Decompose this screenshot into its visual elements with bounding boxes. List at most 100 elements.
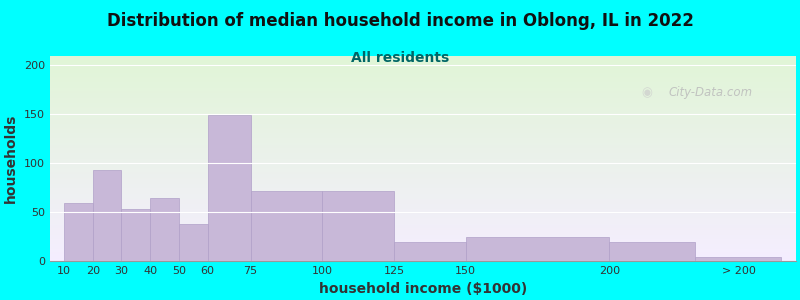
Bar <box>50 260 796 261</box>
Bar <box>50 234 796 235</box>
Bar <box>50 210 796 211</box>
Bar <box>50 214 796 215</box>
Bar <box>50 170 796 171</box>
Bar <box>50 254 796 255</box>
Bar <box>50 129 796 130</box>
Bar <box>50 217 796 218</box>
Bar <box>50 223 796 224</box>
Bar <box>50 189 796 190</box>
Bar <box>50 212 796 213</box>
Bar <box>50 76 796 77</box>
Bar <box>50 158 796 160</box>
Bar <box>50 144 796 145</box>
Bar <box>50 92 796 93</box>
Bar <box>50 181 796 182</box>
Bar <box>50 104 796 105</box>
Bar <box>50 221 796 222</box>
Bar <box>50 102 796 103</box>
Bar <box>50 106 796 107</box>
Bar <box>50 253 796 254</box>
X-axis label: household income ($1000): household income ($1000) <box>318 282 527 296</box>
Bar <box>50 194 796 196</box>
Bar <box>466 237 610 261</box>
Bar <box>50 79 796 80</box>
Bar <box>50 68 796 69</box>
Bar <box>50 213 796 214</box>
Bar <box>50 171 796 172</box>
Bar <box>50 187 796 188</box>
Bar <box>50 243 796 244</box>
Bar <box>150 198 179 261</box>
Bar <box>50 95 796 96</box>
Bar <box>50 163 796 164</box>
Bar <box>50 127 796 128</box>
Bar <box>50 57 796 58</box>
Bar <box>50 175 796 176</box>
Bar <box>50 150 796 151</box>
Bar <box>50 193 796 194</box>
Bar <box>50 138 796 139</box>
Bar <box>50 122 796 124</box>
Bar <box>50 91 796 92</box>
Bar <box>50 218 796 219</box>
Bar <box>50 131 796 132</box>
Bar <box>50 216 796 217</box>
Bar <box>50 246 796 247</box>
Bar <box>50 247 796 248</box>
Bar <box>50 61 796 62</box>
Bar <box>394 242 466 261</box>
Bar <box>50 67 796 68</box>
Bar <box>50 108 796 109</box>
Bar <box>50 200 796 201</box>
Bar <box>50 219 796 220</box>
Bar <box>50 93 796 94</box>
Bar <box>50 165 796 166</box>
Bar <box>50 153 796 154</box>
Bar <box>50 251 796 252</box>
Bar <box>50 209 796 210</box>
Bar <box>50 229 796 230</box>
Bar <box>50 142 796 143</box>
Bar <box>50 145 796 146</box>
Bar <box>50 190 796 191</box>
Bar <box>50 126 796 127</box>
Bar <box>50 69 796 70</box>
Bar <box>50 139 796 140</box>
Bar <box>50 63 796 64</box>
Bar <box>50 204 796 205</box>
Bar <box>50 188 796 189</box>
Bar <box>50 83 796 84</box>
Bar <box>50 128 796 129</box>
Bar <box>50 97 796 98</box>
Bar <box>50 201 796 202</box>
Bar <box>50 65 796 66</box>
Bar <box>50 143 796 144</box>
Bar <box>50 174 796 175</box>
Text: All residents: All residents <box>351 51 449 65</box>
Bar <box>50 86 796 88</box>
Bar <box>50 230 796 232</box>
Bar <box>50 211 796 212</box>
Bar <box>50 245 796 246</box>
Bar <box>50 203 796 204</box>
Bar <box>50 119 796 120</box>
Bar <box>50 77 796 78</box>
Bar <box>50 238 796 239</box>
Bar <box>50 160 796 161</box>
Bar <box>50 105 796 106</box>
Bar <box>50 111 796 112</box>
Bar <box>50 155 796 157</box>
Bar <box>50 242 796 243</box>
Bar <box>50 225 796 226</box>
Bar <box>50 124 796 126</box>
Bar <box>50 99 796 100</box>
Bar <box>50 117 796 119</box>
Bar <box>50 115 796 116</box>
Bar <box>50 222 796 223</box>
Bar <box>50 74 796 75</box>
Bar <box>50 208 796 209</box>
Bar <box>50 184 796 185</box>
Bar <box>610 242 695 261</box>
Bar <box>50 140 796 141</box>
Bar <box>50 59 796 60</box>
